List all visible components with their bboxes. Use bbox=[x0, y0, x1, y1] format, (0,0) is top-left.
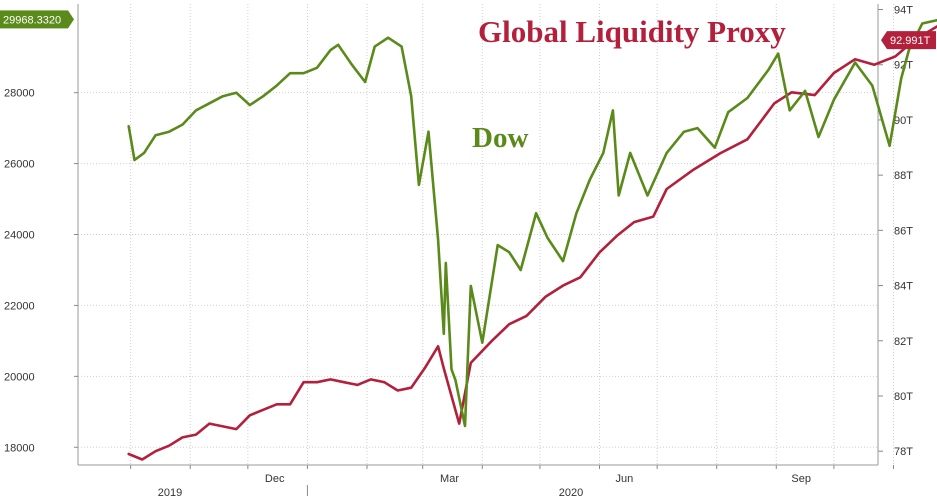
grid bbox=[78, 4, 894, 465]
badge-layer: 29968.3320 92.991T bbox=[0, 10, 936, 50]
chart-title: Global Liquidity Proxy bbox=[478, 14, 786, 49]
series-layer bbox=[127, 18, 937, 461]
y-right-tick-label: 86T bbox=[894, 225, 913, 237]
x-tick-label: Sep bbox=[791, 473, 811, 485]
y-right-tick-label: 82T bbox=[894, 336, 913, 348]
y-right-tick-label: 90T bbox=[894, 115, 913, 127]
series-label-dow: Dow bbox=[472, 122, 528, 154]
x-year-label: 2019 bbox=[158, 487, 182, 496]
badge-liquidity-text: 92.991T bbox=[890, 35, 931, 47]
x-axis: Dec Mar Jun Sep 2019 2020 bbox=[78, 464, 894, 496]
x-tick-label: Mar bbox=[440, 473, 459, 485]
y-right-tick-label: 78T bbox=[894, 446, 913, 458]
y-right-tick-label: 84T bbox=[894, 281, 913, 293]
y-right-tick-label: 94T bbox=[894, 5, 913, 17]
y-left-tick-label: 28000 bbox=[4, 88, 35, 100]
series-line-global-liquidity-proxy bbox=[127, 25, 937, 461]
badge-liquidity-last: 92.991T bbox=[881, 31, 936, 50]
badge-dow-last: 29968.3320 bbox=[0, 10, 74, 29]
x-year-label: 2020 bbox=[559, 487, 583, 496]
x-tick-label: Jun bbox=[616, 473, 634, 485]
y-left-tick-label: 18000 bbox=[4, 442, 35, 454]
y-left-tick-label: 24000 bbox=[4, 230, 35, 242]
y-right-tick-label: 80T bbox=[894, 391, 913, 403]
y-left-tick-label: 22000 bbox=[4, 300, 35, 312]
series-line-dow bbox=[127, 18, 937, 428]
left-axis: 18000 20000 22000 24000 26000 28000 bbox=[4, 4, 79, 465]
y-right-tick-label: 88T bbox=[894, 170, 913, 182]
badge-dow-text: 29968.3320 bbox=[3, 14, 61, 26]
y-left-tick-label: 20000 bbox=[4, 371, 35, 383]
y-left-tick-label: 26000 bbox=[4, 159, 35, 171]
x-tick-label: Dec bbox=[265, 473, 285, 485]
